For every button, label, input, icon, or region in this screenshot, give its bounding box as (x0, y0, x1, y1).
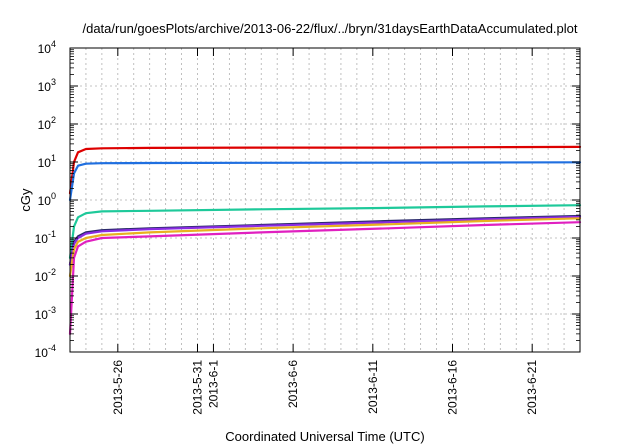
ticks (70, 47, 580, 353)
y-axis-label: cGy (18, 188, 33, 212)
x-tick-label: 2013-6-6 (286, 360, 300, 408)
x-tick-label: 2013-6-1 (206, 360, 220, 408)
y-tick-base: 10 (35, 232, 49, 246)
series-line-1 (68, 145, 582, 195)
x-axis-label: Coordinated Universal Time (UTC) (225, 429, 424, 444)
x-tick-label: 2013-5-26 (111, 360, 125, 415)
y-tick-exponent: -4 (48, 343, 56, 353)
x-tick-labels: 2013-5-26 2013-5-31 2013-6-1 2013-6-6 2013-6… (111, 360, 539, 415)
series-line-6 (68, 217, 582, 278)
chart-title: /data/run/goesPlots/archive/2013-06-22/f… (82, 21, 577, 36)
x-tick-label: 2013-6-16 (446, 360, 460, 415)
y-tick-exponent: -2 (48, 267, 56, 277)
y-tick-label: 103 (38, 77, 56, 94)
y-tick-label: 102 (38, 115, 56, 132)
y-tick-label: 101 (38, 153, 56, 170)
y-tick-base: 10 (38, 80, 52, 94)
y-tick-base: 10 (35, 308, 49, 322)
y-tick-base: 10 (38, 194, 52, 208)
y-tick-label: 10-2 (35, 267, 56, 284)
grid (69, 47, 581, 353)
y-tick-label: 10-3 (35, 305, 56, 322)
series-line-2 (68, 161, 582, 202)
x-tick-label: 2013-6-11 (366, 360, 380, 414)
y-tick-base: 10 (38, 156, 52, 170)
x-tick-label: 2013-5-31 (191, 360, 205, 415)
y-tick-label: 10-4 (35, 343, 56, 360)
y-tick-exponent: 3 (51, 77, 56, 87)
y-tick-base: 10 (35, 346, 49, 360)
y-tick-exponent: 2 (51, 115, 56, 125)
series-line-5 (68, 215, 582, 266)
y-tick-base: 10 (35, 270, 49, 284)
y-tick-exponent: 0 (51, 191, 56, 201)
y-tick-label: 100 (38, 191, 56, 208)
y-tick-exponent: -3 (48, 305, 56, 315)
y-tick-label: 10-1 (35, 229, 56, 246)
y-tick-exponent: -1 (48, 229, 56, 239)
x-tick-label: 2013-6-21 (525, 360, 539, 415)
y-tick-base: 10 (38, 118, 52, 132)
series-group (68, 145, 582, 335)
y-tick-label: 104 (38, 39, 56, 56)
series-line-7 (68, 221, 582, 335)
series-line-3 (68, 204, 582, 259)
y-tick-exponent: 4 (51, 39, 56, 49)
y-tick-exponent: 1 (51, 153, 56, 163)
y-tick-base: 10 (38, 42, 52, 56)
